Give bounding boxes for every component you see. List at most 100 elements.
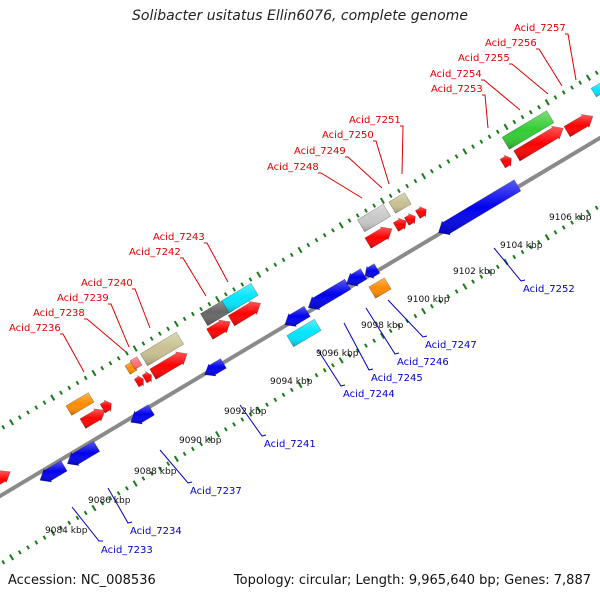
gene-label-bottom: Acid_7233: [101, 545, 153, 556]
minor-tick: [199, 441, 203, 447]
major-tick: [91, 504, 97, 512]
minor-tick: [42, 535, 47, 540]
top-strand-feature-highlight: [125, 361, 137, 375]
gene-leader-line: [493, 247, 526, 282]
top-strand-feature: [0, 470, 11, 485]
gene-leader-line: [373, 140, 390, 185]
top-strand-feature: [139, 331, 185, 367]
bottom-strand-feature-highlight: [67, 441, 100, 466]
minor-tick: [306, 242, 311, 248]
gene-label-bottom: Acid_7234: [130, 526, 182, 537]
minor-tick: [479, 139, 484, 144]
minor-tick: [528, 109, 533, 115]
minor-tick: [537, 240, 541, 245]
accession-text: Accession: NC_008536: [8, 573, 156, 588]
top-strand-feature-highlight: [404, 213, 416, 226]
top-strand-feature: [513, 125, 564, 162]
top-strand-feature-highlight: [0, 470, 11, 485]
minor-tick: [223, 427, 228, 432]
ruler-label: 9096 kbp: [316, 349, 359, 359]
bottom-strand-feature: [368, 277, 392, 299]
bottom-strand-feature-highlight: [130, 404, 155, 424]
gene-leader-line: [108, 303, 130, 348]
gene-leader-line: [239, 404, 267, 437]
gene-label-top: Acid_7248: [267, 162, 319, 173]
minor-tick: [314, 237, 319, 243]
minor-tick: [454, 289, 459, 294]
bottom-strand-feature-highlight: [368, 277, 392, 299]
top-strand-feature-highlight: [388, 192, 412, 214]
bottom-strand-feature: [286, 318, 322, 348]
minor-tick: [34, 540, 39, 545]
minor-tick: [322, 368, 327, 373]
top-strand-feature-highlight: [357, 204, 391, 232]
minor-tick: [471, 144, 475, 149]
gene-label-top: Acid_7242: [129, 247, 181, 258]
top-strand-feature: [392, 217, 407, 232]
ruler-label: 9084 kbp: [45, 526, 88, 536]
major-tick: [50, 529, 56, 536]
bottom-strand-feature: [364, 263, 381, 279]
top-strand-feature-highlight: [134, 375, 144, 387]
gene-leader-line: [317, 349, 346, 387]
gene-leader-line: [71, 506, 103, 542]
gene-label-top: Acid_7238: [33, 308, 85, 319]
minor-tick: [26, 410, 30, 415]
major-tick: [9, 419, 15, 426]
gene-leader-line: [318, 172, 363, 199]
top-strand-feature: [227, 301, 262, 327]
top-strand-feature-highlight: [100, 400, 112, 413]
minor-tick: [553, 95, 558, 100]
edge-feature: [590, 82, 600, 98]
minor-tick: [100, 500, 105, 506]
gene-label-top: Acid_7254: [430, 69, 482, 80]
minor-tick: [116, 491, 121, 496]
top-strand-feature: [149, 351, 188, 380]
minor-tick: [158, 466, 162, 471]
minor-tick: [17, 415, 22, 420]
minor-tick: [281, 392, 286, 398]
minor-tick: [116, 356, 121, 361]
bottom-strand-feature: [284, 305, 311, 327]
minor-tick: [512, 119, 517, 125]
minor-tick: [125, 486, 129, 491]
top-strand-feature: [388, 192, 412, 214]
minor-tick: [438, 164, 442, 169]
major-tick: [91, 369, 97, 377]
minor-tick: [578, 80, 583, 85]
minor-tick: [364, 208, 368, 213]
top-strand-feature: [501, 110, 555, 150]
bottom-tick-row: [1, 205, 599, 565]
gene-label-top: Acid_7236: [9, 323, 61, 334]
top-strand-feature-highlight: [502, 110, 554, 150]
minor-tick: [413, 178, 418, 184]
gene-leader-line: [159, 449, 193, 484]
bottom-strand-feature: [438, 179, 522, 236]
ruler-label: 9092 kbp: [224, 407, 267, 417]
minor-tick: [281, 257, 286, 263]
minor-tick: [570, 220, 574, 225]
minor-tick: [265, 402, 269, 407]
minor-tick: [429, 169, 434, 174]
major-tick: [503, 123, 509, 131]
bottom-strand-feature-highlight: [365, 263, 380, 279]
minor-tick: [306, 377, 311, 383]
bottom-strand-feature: [130, 404, 155, 425]
major-tick: [215, 295, 221, 303]
top-strand-feature: [141, 370, 152, 384]
minor-tick: [26, 545, 30, 550]
minor-tick: [553, 230, 558, 235]
major-tick: [379, 197, 385, 205]
bottom-strand-feature-highlight: [40, 460, 68, 482]
minor-tick: [75, 380, 80, 386]
major-tick: [132, 345, 138, 352]
minor-tick: [108, 495, 113, 501]
bottom-strand-feature-highlight: [438, 179, 521, 235]
minor-tick: [388, 193, 393, 199]
top-strand-feature-highlight: [513, 126, 564, 161]
gene-leader-line: [345, 156, 383, 189]
minor-tick: [166, 326, 171, 331]
minor-tick: [561, 225, 566, 230]
top-strand-feature: [414, 206, 427, 219]
